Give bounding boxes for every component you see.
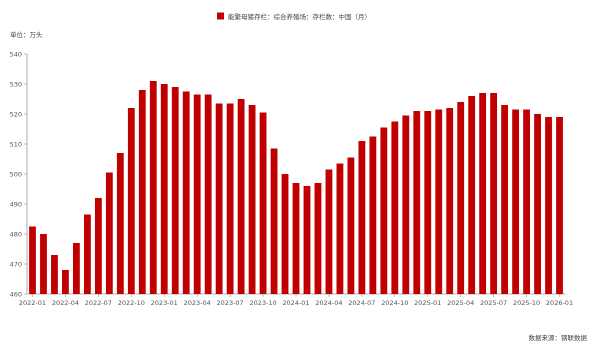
bar [94, 198, 102, 294]
bar [259, 112, 267, 294]
bar [171, 87, 179, 294]
x-tick-label: 2024-04 [315, 299, 342, 307]
x-tick-label: 2025-04 [447, 299, 474, 307]
bar [369, 136, 377, 294]
bar [303, 186, 311, 294]
bar [501, 105, 509, 294]
y-tick-label: 530 [10, 80, 22, 88]
bar [380, 127, 388, 294]
bar [83, 214, 91, 294]
bar [204, 94, 212, 294]
x-tick-label: 2022-07 [85, 299, 112, 307]
x-tick-label: 2025-10 [513, 299, 540, 307]
x-tick-label: 2023-07 [217, 299, 244, 307]
bar [29, 226, 36, 294]
bar [534, 114, 541, 294]
x-tick-label: 2024-01 [282, 299, 309, 307]
legend: 能繁母猪存栏：综合养殖场：存栏数：中国（月） [217, 12, 371, 21]
y-tick-label: 520 [10, 110, 22, 118]
bar [193, 94, 201, 294]
bar [160, 84, 168, 294]
bar [435, 109, 443, 294]
bar [424, 111, 432, 294]
bar [446, 108, 454, 294]
bar [402, 115, 410, 294]
bar [127, 108, 135, 294]
bar [391, 121, 399, 294]
bar [347, 157, 355, 294]
bar [413, 111, 421, 294]
bar [468, 96, 476, 294]
x-tick-label: 2026-01 [546, 299, 573, 307]
x-tick-label: 2023-01 [151, 299, 178, 307]
bar [51, 255, 58, 294]
unit-label: 单位：万头 [10, 30, 43, 39]
bar [182, 91, 190, 294]
y-tick-label: 460 [10, 290, 22, 298]
bar [556, 117, 563, 294]
legend-label: 能繁母猪存栏：综合养殖场：存栏数：中国（月） [228, 12, 371, 21]
bar [490, 93, 498, 294]
bar [545, 117, 552, 294]
bar [116, 153, 124, 294]
bar [248, 105, 256, 294]
x-tick-label: 2023-04 [184, 299, 211, 307]
y-tick-label: 490 [10, 200, 22, 208]
bar [325, 169, 333, 294]
x-tick-label: 2022-04 [52, 299, 79, 307]
bar [73, 243, 80, 294]
x-tick-label: 2024-10 [381, 299, 408, 307]
bar [512, 109, 519, 294]
source-label: 数据来源：钢联数据 [529, 333, 588, 342]
bar [226, 103, 234, 294]
plot-area: 460 470 480 490 500 510 520 530 540 2022-01 2022-0… [10, 50, 574, 307]
bar [270, 148, 278, 294]
bar [479, 93, 487, 294]
bar [215, 103, 223, 294]
bar [40, 234, 47, 294]
legend-swatch [217, 12, 224, 20]
bar [62, 270, 69, 294]
bar [281, 174, 289, 294]
y-tick-label: 480 [10, 230, 22, 238]
x-tick-label: 2023-10 [249, 299, 276, 307]
bar [523, 109, 530, 294]
y-tick-label: 500 [10, 170, 22, 178]
bar [149, 81, 157, 294]
bar [336, 163, 344, 294]
y-tick-label: 540 [10, 50, 22, 58]
bar [457, 102, 465, 294]
x-tick-label: 2025-07 [480, 299, 507, 307]
bar [105, 172, 113, 294]
x-tick-label: 2024-07 [348, 299, 375, 307]
x-tick-label: 2025-01 [414, 299, 441, 307]
bar [314, 183, 322, 294]
y-tick-label: 470 [10, 260, 22, 268]
x-tick-label: 2022-10 [118, 299, 145, 307]
bar [237, 99, 245, 294]
bar [138, 90, 146, 294]
bar [358, 141, 366, 294]
x-tick-label: 2022-01 [19, 299, 46, 307]
y-tick-label: 510 [10, 140, 22, 148]
bar [292, 183, 300, 294]
